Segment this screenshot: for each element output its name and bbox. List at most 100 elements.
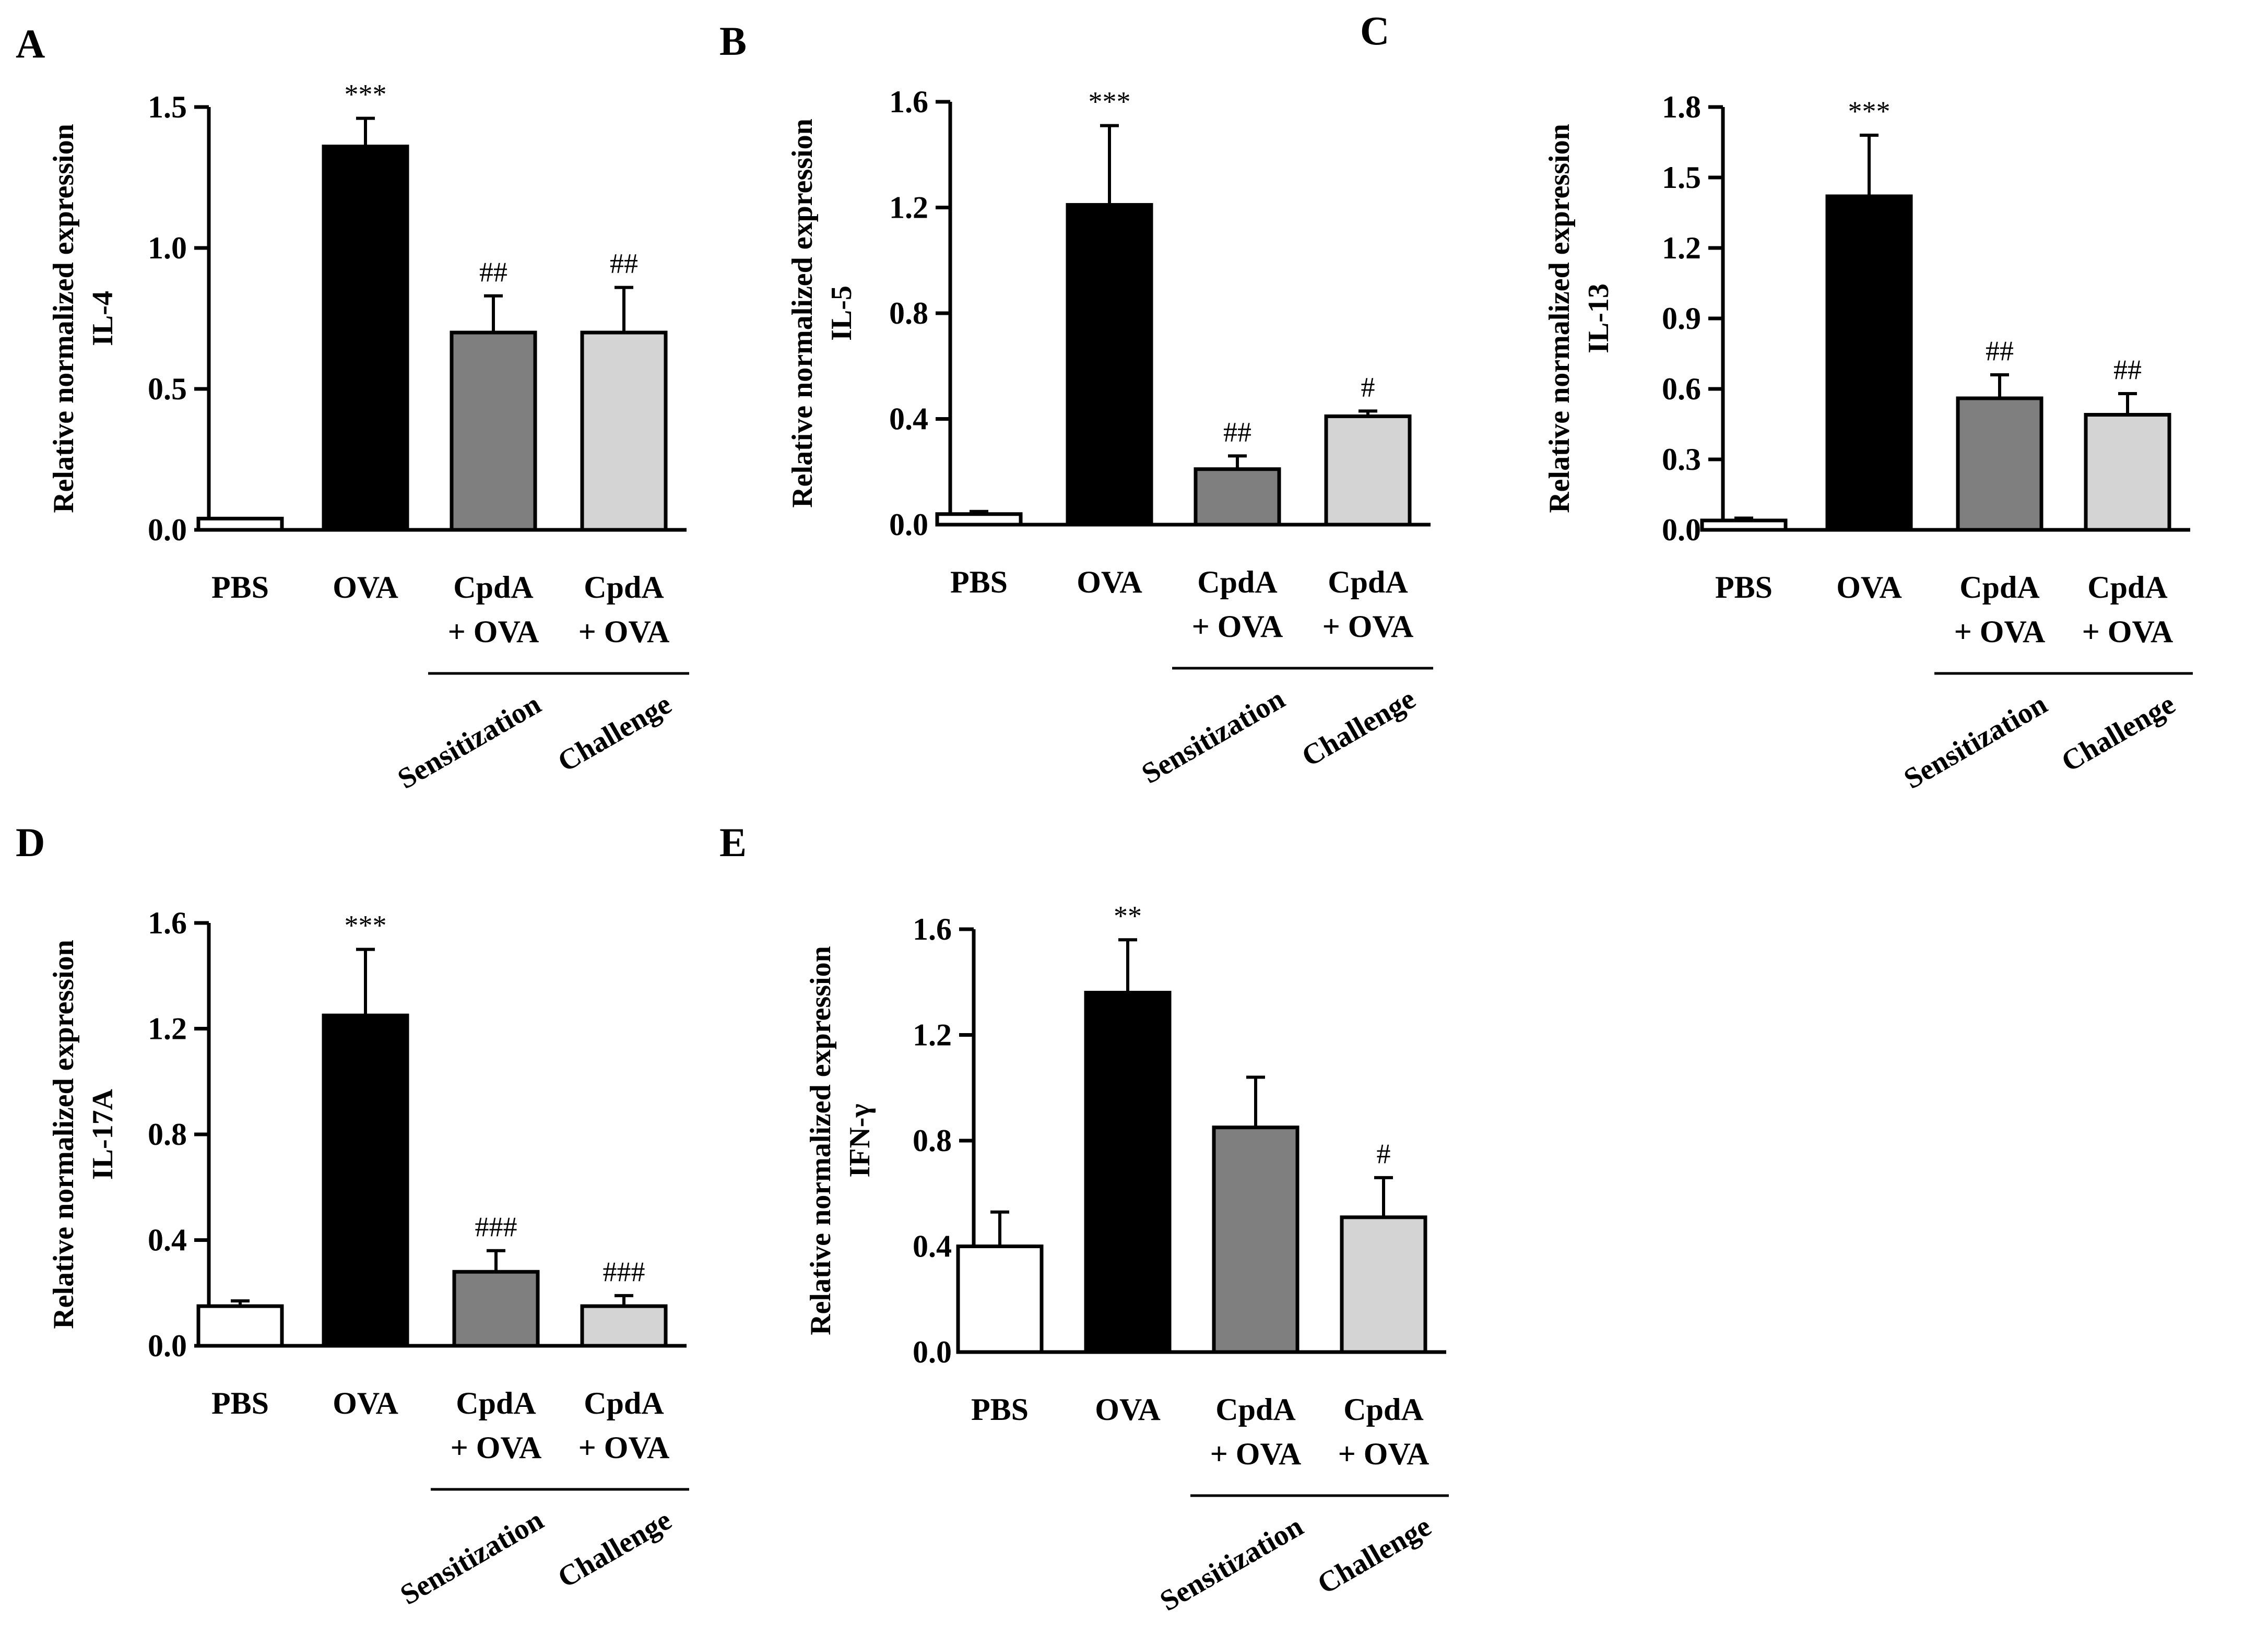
category-label-line2: + OVA (578, 1430, 670, 1465)
group-label: Challenge (1312, 1510, 1436, 1601)
panel-b: B Relative normalized expression IL-5 0.0 0.… (719, 18, 1433, 790)
group-label: Sensitization (1136, 683, 1290, 790)
category-label-line2: + OVA (1338, 1437, 1430, 1471)
y-axis-label: Relative normalized expression (786, 119, 819, 508)
y-tick-label: 0.4 (913, 1229, 952, 1264)
category-label: CpdA (1959, 570, 2039, 605)
category-label-line2: + OVA (1954, 614, 2046, 649)
bar-1 (1825, 194, 1913, 532)
bar-1 (322, 145, 409, 532)
group-label: Challenge (2056, 688, 2180, 778)
bar-0 (956, 1245, 1044, 1354)
bar-2 (452, 1270, 540, 1348)
category-label: OVA (333, 1386, 398, 1420)
bar-3 (580, 330, 668, 532)
bar-0 (935, 512, 1023, 527)
category-label-line2: + OVA (1322, 609, 1414, 644)
y-tick-label: 0.8 (889, 296, 928, 330)
y-axis-gene-label: IFN-γ (844, 1104, 876, 1177)
bar-0 (196, 1304, 284, 1348)
y-axis-label: Relative normalized expression (48, 124, 80, 513)
y-tick-label: 1.6 (913, 912, 952, 946)
category-label: CpdA (453, 570, 533, 605)
significance-label: *** (1089, 86, 1131, 117)
group-label: Sensitization (392, 688, 546, 796)
category-label: PBS (971, 1392, 1029, 1427)
bar-3 (1340, 1215, 1427, 1354)
y-tick-label: 0.4 (889, 402, 928, 436)
significance-label: ## (1223, 416, 1251, 447)
bar-3 (580, 1304, 668, 1348)
y-tick-label: 0.8 (913, 1123, 952, 1158)
bar-2 (1956, 396, 2043, 532)
category-label-line2: + OVA (2082, 614, 2174, 649)
panel-c: C Relative normalized expression IL-13 0.0 0… (1360, 8, 2193, 796)
bar-1 (1084, 991, 1172, 1354)
group-label: Challenge (1296, 683, 1421, 773)
panel-a: A Relative normalized expression IL-4 0.0 0.… (16, 21, 689, 796)
significance-label: ** (1114, 900, 1142, 931)
panel-d: D Relative normalized expression IL-17A 0.0… (16, 820, 689, 1612)
y-tick-label: 1.2 (1662, 231, 1701, 265)
y-axis-gene-label: IL-17A (87, 1088, 119, 1180)
category-label: OVA (1095, 1392, 1161, 1427)
group-label: Challenge (552, 1504, 677, 1594)
bar-2 (1212, 1125, 1300, 1354)
y-tick-label: 1.8 (1662, 90, 1701, 124)
panel-letter: B (719, 18, 747, 64)
bar-2 (450, 330, 537, 532)
bar-0 (1700, 518, 1788, 532)
group-label: Challenge (552, 688, 677, 778)
category-label-line2: + OVA (451, 1430, 542, 1465)
y-tick-label: 0.0 (913, 1335, 952, 1369)
y-tick-label: 1.5 (1662, 160, 1701, 195)
y-axis-label: Relative normalized expression (48, 940, 80, 1329)
category-label-line2: + OVA (1192, 609, 1283, 644)
y-tick-label: 1.2 (889, 191, 928, 225)
significance-label: *** (345, 910, 387, 941)
y-axis-label: Relative normalized expression (1543, 124, 1576, 513)
significance-label: ## (1986, 335, 2014, 366)
group-label: Sensitization (1154, 1510, 1308, 1618)
panel-letter: D (16, 820, 45, 865)
y-tick-label: 1.6 (148, 906, 187, 940)
y-axis-gene-label: IL-5 (825, 286, 858, 341)
significance-label: *** (1848, 96, 1891, 127)
group-label: Sensitization (395, 1504, 549, 1612)
y-tick-label: 0.5 (148, 372, 187, 406)
category-label: CpdA (584, 570, 664, 605)
significance-label: # (1361, 371, 1375, 402)
category-label: CpdA (456, 1386, 536, 1420)
bar-1 (322, 1013, 409, 1348)
y-tick-label: 1.0 (148, 231, 187, 265)
category-label: OVA (1836, 570, 1902, 605)
y-tick-label: 1.6 (889, 85, 928, 119)
y-tick-label: 1.2 (148, 1012, 187, 1046)
significance-label: ## (2113, 354, 2142, 385)
y-tick-label: 0.0 (148, 513, 187, 547)
y-tick-label: 0.0 (889, 507, 928, 542)
category-label: CpdA (1215, 1392, 1295, 1427)
category-label: PBS (950, 565, 1008, 599)
panel-letter: E (719, 820, 747, 865)
category-label-line2: + OVA (578, 614, 670, 649)
y-axis-gene-label: IL-4 (87, 291, 119, 346)
y-axis-label: Relative normalized expression (805, 946, 837, 1335)
panel-letter: A (16, 21, 45, 66)
category-label-line2: + OVA (448, 614, 539, 649)
y-tick-label: 0.6 (1662, 372, 1701, 406)
category-label: CpdA (584, 1386, 664, 1420)
bar-1 (1066, 203, 1153, 527)
y-tick-label: 1.2 (913, 1018, 952, 1052)
significance-label: ## (610, 248, 638, 279)
category-label-line2: + OVA (1210, 1437, 1302, 1471)
category-label: PBS (211, 570, 269, 605)
bar-3 (2084, 413, 2171, 532)
significance-label: ## (479, 256, 507, 288)
category-label: PBS (1715, 570, 1773, 605)
category-label: CpdA (2087, 570, 2167, 605)
panel-letter: C (1360, 8, 1389, 53)
significance-label: # (1377, 1138, 1391, 1169)
y-tick-label: 1.5 (148, 90, 187, 124)
